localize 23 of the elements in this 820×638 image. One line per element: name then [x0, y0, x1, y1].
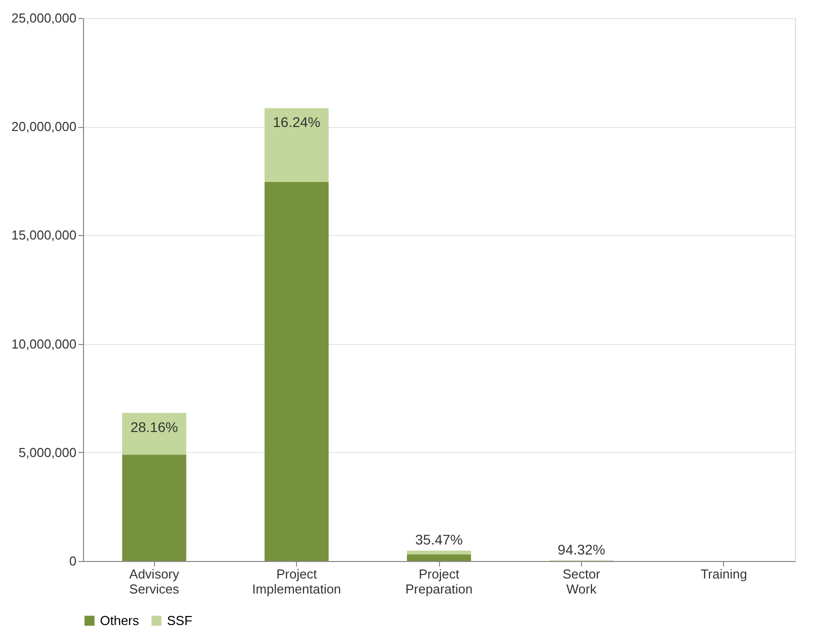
y-tick-label: 0	[69, 554, 76, 568]
bar	[122, 412, 186, 455]
bar	[406, 550, 472, 554]
x-tick-label: Project Implementation	[252, 566, 342, 596]
x-tick-label: Training	[700, 566, 748, 582]
legend-label: SSF	[167, 612, 192, 628]
x-tick-label: Sector Work	[562, 566, 601, 596]
annotation: 28.16%	[130, 418, 178, 435]
y-tick-label: 15,000,000	[11, 228, 76, 243]
annotation: 16.24%	[272, 114, 320, 130]
x-tick-label: Project Preparation	[405, 566, 473, 596]
y-tick-label: 20,000,000	[11, 119, 76, 134]
y-tick-label: 5,000,000	[18, 444, 76, 460]
legend-label: Others	[100, 612, 140, 628]
x-tick-label: Advisory Services	[129, 566, 180, 596]
bar	[264, 182, 329, 561]
annotation: 35.47%	[415, 532, 463, 548]
y-tick-label: 10,000,000	[11, 336, 76, 352]
bar	[406, 554, 472, 561]
y-tick-label: 25,000,000	[11, 10, 76, 26]
bar	[264, 108, 329, 182]
annotation: 94.32%	[558, 541, 606, 558]
bar	[122, 454, 186, 561]
